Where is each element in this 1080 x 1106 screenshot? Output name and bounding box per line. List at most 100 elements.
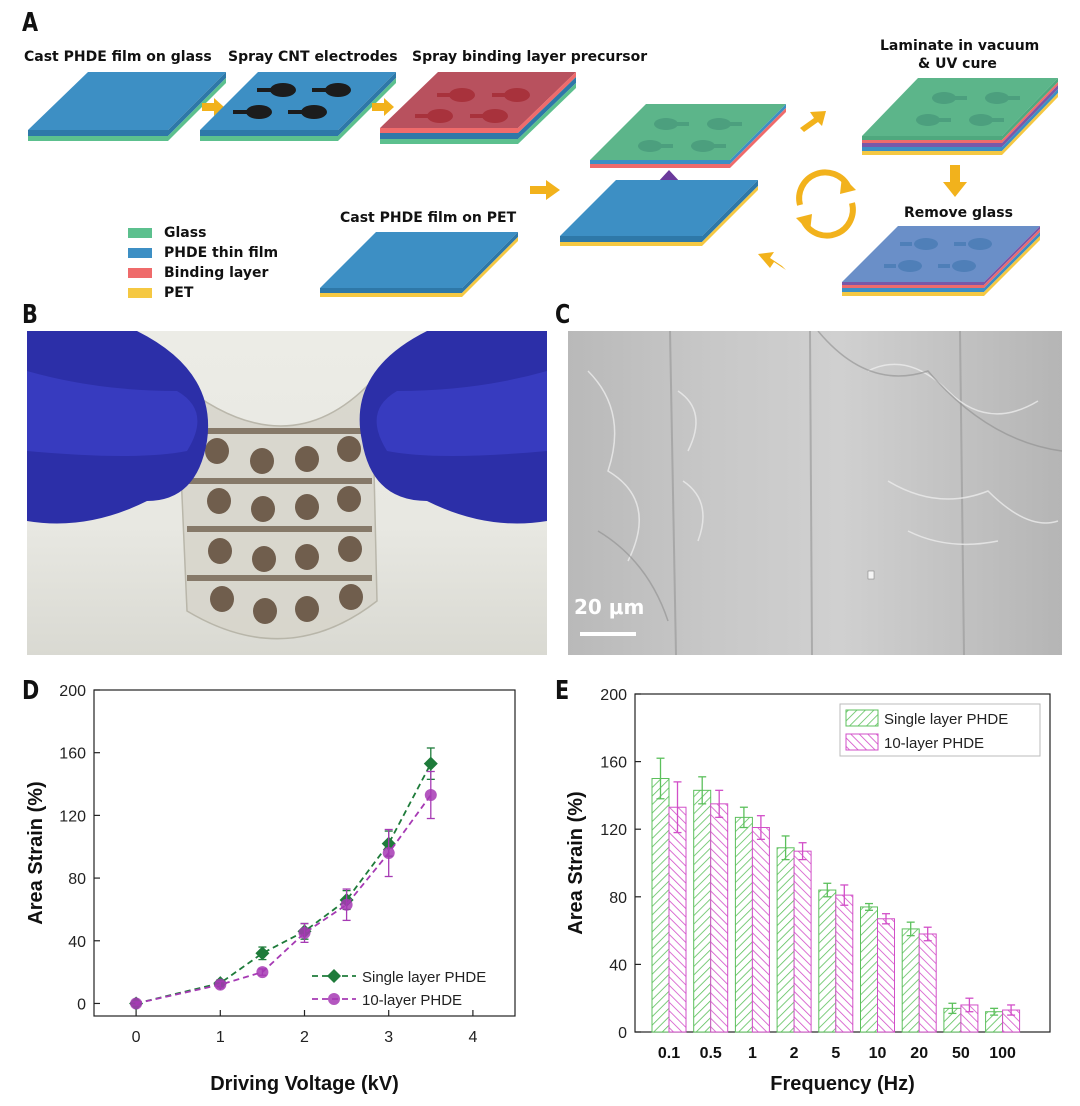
scale-bar xyxy=(580,632,636,636)
legend-item-pet: PET xyxy=(128,285,193,301)
data-point xyxy=(423,756,438,771)
bar xyxy=(710,803,729,1033)
bar xyxy=(776,847,795,1033)
bar xyxy=(835,894,854,1033)
legend-label: PET xyxy=(164,285,194,301)
y-tick-label: 0 xyxy=(618,1025,627,1042)
bar xyxy=(818,889,837,1033)
panel-letter-b: B xyxy=(22,300,38,330)
y-tick-label: 0 xyxy=(77,996,86,1013)
series-line xyxy=(135,763,432,1005)
process-arrow xyxy=(530,180,560,200)
x-tick-label: 5 xyxy=(831,1045,840,1062)
legend-label: 10-layer PHDE xyxy=(884,735,984,752)
step-label-cast-glass: Cast PHDE film on glass xyxy=(24,49,212,65)
y-tick-label: 80 xyxy=(68,871,86,888)
y-tick-label: 120 xyxy=(600,822,627,839)
x-tick-label: 0.5 xyxy=(700,1045,722,1062)
bar xyxy=(668,806,687,1033)
x-axis-label: Frequency (Hz) xyxy=(770,1073,914,1095)
data-point xyxy=(256,966,269,979)
panel-letter-d: D xyxy=(22,676,40,706)
process-arrow xyxy=(372,98,394,116)
x-tick-label: 3 xyxy=(384,1029,393,1046)
x-tick-label: 0 xyxy=(132,1029,141,1046)
step-label-spray-cnt: Spray CNT electrodes xyxy=(228,49,398,65)
sem-image: 20 μm xyxy=(568,331,1062,655)
bar xyxy=(651,778,670,1033)
stack-phde-on-pet xyxy=(560,180,758,246)
strain-voltage-chart: 0 40 80 120 160 200 0 1 2 3 4 Driving Voltage (kV) A… xyxy=(25,683,516,1095)
bar xyxy=(901,928,920,1033)
process-arrow xyxy=(943,165,967,197)
bar xyxy=(860,906,878,1033)
strain-frequency-chart: 0 40 80 120 160 200 0.1 0.5 1 2 5 10 20 50 100 Frequenc… xyxy=(565,687,1051,1095)
legend-label: Binding layer xyxy=(164,265,269,281)
plot-frame xyxy=(93,689,516,1017)
step-label-cast-pet: Cast PHDE film on PET xyxy=(340,210,517,226)
legend-label: PHDE thin film xyxy=(164,245,279,261)
panel-a: A Cast PHDE film on glass Spray CNT elec… xyxy=(0,0,1080,301)
step-label-laminate-1: Laminate in vacuum xyxy=(880,38,1040,54)
data-point xyxy=(382,847,395,859)
step-label-remove-glass: Remove glass xyxy=(904,205,1013,221)
x-tick-label: 0.1 xyxy=(658,1045,680,1062)
stack-cnt-electrodes xyxy=(200,72,396,141)
y-tick-label: 160 xyxy=(59,746,86,763)
stack-cast-on-glass xyxy=(28,72,226,141)
x-tick-label: 2 xyxy=(790,1045,799,1062)
bar xyxy=(793,850,812,1033)
stack-laminated xyxy=(862,78,1058,155)
y-axis-label: Area Strain (%) xyxy=(565,791,587,934)
data-point xyxy=(424,789,437,802)
y-tick-label: 80 xyxy=(609,890,627,907)
legend-item-phde: PHDE thin film xyxy=(128,245,278,261)
step-label-spray-binding: Spray binding layer precursor xyxy=(412,49,648,65)
bar xyxy=(918,933,937,1033)
panel-letter-e: E xyxy=(555,676,570,706)
stack-binding-layer xyxy=(380,72,576,144)
y-tick-label: 200 xyxy=(59,683,86,700)
legend-label: Single layer PHDE xyxy=(884,711,1008,728)
stack-cast-on-pet xyxy=(320,232,518,297)
stack-flipped-top xyxy=(590,104,786,168)
x-tick-label: 1 xyxy=(748,1045,757,1062)
y-tick-label: 160 xyxy=(600,755,627,772)
y-tick-label: 40 xyxy=(609,957,627,974)
legend-swatch xyxy=(128,288,152,298)
scale-bar-label: 20 μm xyxy=(574,595,645,619)
legend-label: Glass xyxy=(164,225,207,241)
process-arrow xyxy=(800,111,826,132)
panel-letter-c: C xyxy=(555,300,571,330)
legend-label: Single layer PHDE xyxy=(362,969,486,986)
fabrication-diagram xyxy=(28,72,1058,297)
step-label-laminate-2: & UV cure xyxy=(918,56,997,72)
legend-marker xyxy=(327,969,341,983)
device-photo-illustration xyxy=(27,331,547,640)
x-tick-label: 20 xyxy=(910,1045,928,1062)
bar xyxy=(751,827,770,1033)
bar xyxy=(734,816,753,1033)
stack-remove-glass xyxy=(842,226,1040,296)
y-tick-label: 40 xyxy=(68,934,86,951)
legend-swatch xyxy=(128,228,152,238)
sem-texture xyxy=(587,331,1062,655)
y-tick-label: 200 xyxy=(600,687,627,704)
device-photo xyxy=(27,331,547,655)
bar xyxy=(693,789,712,1033)
process-arrow xyxy=(758,252,786,270)
y-axis-label: Area Strain (%) xyxy=(25,781,47,924)
x-tick-label: 2 xyxy=(300,1029,309,1046)
legend-swatch xyxy=(845,709,879,727)
bar xyxy=(877,918,895,1033)
legend-item-glass: Glass xyxy=(128,225,206,241)
x-tick-label: 100 xyxy=(989,1045,1016,1062)
x-tick-label: 10 xyxy=(869,1045,887,1062)
data-point xyxy=(214,978,227,991)
data-point xyxy=(130,997,143,1010)
data-point xyxy=(298,926,311,939)
legend-label: 10-layer PHDE xyxy=(362,992,462,1009)
legend-swatch xyxy=(845,733,879,751)
x-tick-label: 4 xyxy=(468,1029,477,1046)
x-tick-label: 1 xyxy=(216,1029,225,1046)
